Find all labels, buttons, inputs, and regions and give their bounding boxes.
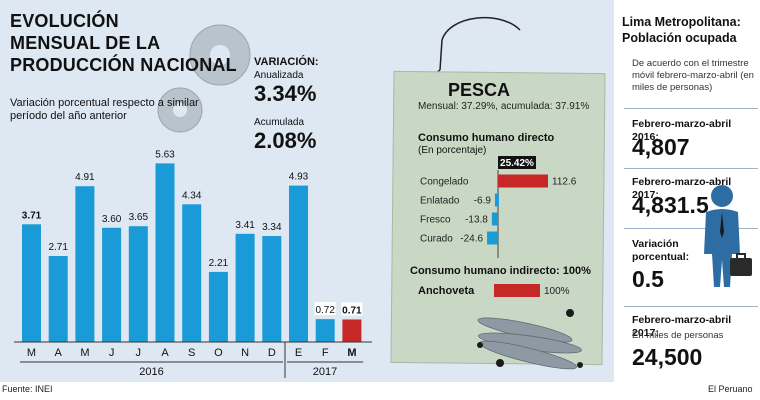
bar-value-label: 3.71 xyxy=(22,210,42,221)
x-tick-label: F xyxy=(322,347,329,359)
variation-pct-value: 0.5 xyxy=(632,266,664,292)
production-bar-chart: 3.71 M 2.71 A 4.91 M 3.60 J 3.65 J 5.63 A 4.34 S 2.21 O… xyxy=(14,149,372,378)
divider xyxy=(624,306,758,307)
worker-icon xyxy=(704,185,752,287)
category-label: Congelado xyxy=(420,177,469,188)
bar-value-label: 2.71 xyxy=(48,242,68,253)
bar-value-label: 4.93 xyxy=(289,172,309,183)
lima-title: Lima Metropolitana: Población ocupada xyxy=(622,15,741,45)
fishing-title: PESCA xyxy=(448,80,511,100)
annualized-label: Anualizada xyxy=(254,70,304,81)
divider xyxy=(624,228,758,229)
bar-value-label: -13.8 xyxy=(465,215,488,226)
period-2017-value: 4,831.5 xyxy=(632,192,709,218)
bar xyxy=(75,186,95,342)
indirect-consumption-title: Consumo humano indirecto: 100% xyxy=(410,265,591,277)
x-tick-label: D xyxy=(268,347,276,359)
year-label: 2017 xyxy=(313,366,337,378)
bar xyxy=(498,174,548,188)
x-tick-label: A xyxy=(55,347,63,359)
gear-icon xyxy=(157,24,251,133)
bar xyxy=(102,227,122,342)
fish-icon xyxy=(477,309,583,370)
x-tick-label: A xyxy=(161,347,169,359)
period-2016-value: 4,807 xyxy=(632,134,690,160)
x-tick-label: J xyxy=(109,347,115,359)
category-label: Fresco xyxy=(420,215,451,226)
people-unit: En miles de personas xyxy=(632,330,724,341)
bar-value-label: 0.72 xyxy=(315,305,335,316)
period-2017-label: Febrero-marzo-abril 2017: xyxy=(632,176,732,201)
bar-value-label: -24.6 xyxy=(460,234,483,245)
divider xyxy=(624,168,758,169)
cumulative-value: 2.08% xyxy=(254,128,317,153)
bar-value-label: 3.41 xyxy=(235,220,255,231)
bar-value-label: 3.34 xyxy=(262,222,282,233)
bar-value-label: 112.6 xyxy=(552,177,577,188)
x-tick-label: J xyxy=(136,347,142,359)
people-value: 24,500 xyxy=(632,344,703,370)
bar-value-label: 5.63 xyxy=(155,149,175,160)
category-label: Curado xyxy=(420,234,453,245)
bar xyxy=(182,204,202,342)
bar xyxy=(491,212,498,226)
divider xyxy=(624,108,758,109)
bar-value-label: 3.60 xyxy=(102,214,122,225)
bar-value-label: 4.34 xyxy=(182,190,202,201)
x-tick-label: S xyxy=(188,347,195,359)
people-2017-label: Febrero-marzo-abril 2017: xyxy=(632,314,732,339)
value-label-bg xyxy=(314,302,336,316)
bar-value-label: 0.71 xyxy=(342,305,362,316)
x-tick-label: M xyxy=(80,347,89,359)
bar-value-label: 4.91 xyxy=(75,172,95,183)
direct-consumption-title: Consumo humano directo xyxy=(418,132,555,144)
total-badge-text: 25.42% xyxy=(500,158,534,169)
variation-pct-label: Variación porcentual: xyxy=(632,238,690,263)
chart-subtitle: Variación porcentual respecto a similar … xyxy=(10,97,199,122)
bar xyxy=(128,226,148,342)
bar xyxy=(48,256,68,342)
x-tick-label: E xyxy=(295,347,302,359)
category-label: Enlatado xyxy=(420,196,460,207)
fishing-bar-chart: 25.42% Congelado 112.6 Enlatado -6.9 Fresco -1… xyxy=(418,156,577,297)
bar xyxy=(22,224,41,342)
period-2016-label: Febrero-marzo-abril 2016: xyxy=(632,118,732,143)
bar xyxy=(315,319,335,342)
fishing-summary: Mensual: 37.29%, acumulada: 37.91% xyxy=(418,101,590,112)
value-label-bg xyxy=(341,302,363,316)
x-tick-label: O xyxy=(214,347,223,359)
bar xyxy=(494,284,540,297)
bar xyxy=(494,193,499,207)
total-badge xyxy=(498,156,536,169)
main-title: EVOLUCIÓN MENSUAL DE LA PRODUCCIÓN NACIO… xyxy=(10,11,237,75)
bar xyxy=(487,231,498,245)
bar xyxy=(208,271,228,342)
annualized-value: 3.34% xyxy=(254,81,317,106)
x-tick-label: N xyxy=(241,347,249,359)
direct-consumption-unit: (En porcentaje) xyxy=(418,145,487,156)
source-note: Fuente: INEI xyxy=(2,384,53,394)
bar xyxy=(155,163,175,342)
bar-value-label: 3.65 xyxy=(129,212,149,223)
bar xyxy=(289,185,308,342)
bar xyxy=(342,319,362,342)
x-tick-label: M xyxy=(27,347,36,359)
employment-panel xyxy=(614,0,760,382)
year-label: 2016 xyxy=(139,366,163,378)
bar xyxy=(262,236,282,342)
x-tick-label: M xyxy=(347,347,356,359)
bar xyxy=(235,233,255,342)
publisher-credit: El Peruano xyxy=(708,384,753,394)
bar-value-label: 100% xyxy=(544,286,570,297)
bar-value-label: -6.9 xyxy=(474,196,492,207)
category-label: Anchoveta xyxy=(418,285,475,297)
cumulative-label: Acumulada xyxy=(254,117,305,128)
lima-note: De acuerdo con el trimestre móvil febrer… xyxy=(632,58,754,93)
variation-label: VARIACIÓN: xyxy=(254,56,319,68)
bar-value-label: 2.21 xyxy=(209,258,229,269)
